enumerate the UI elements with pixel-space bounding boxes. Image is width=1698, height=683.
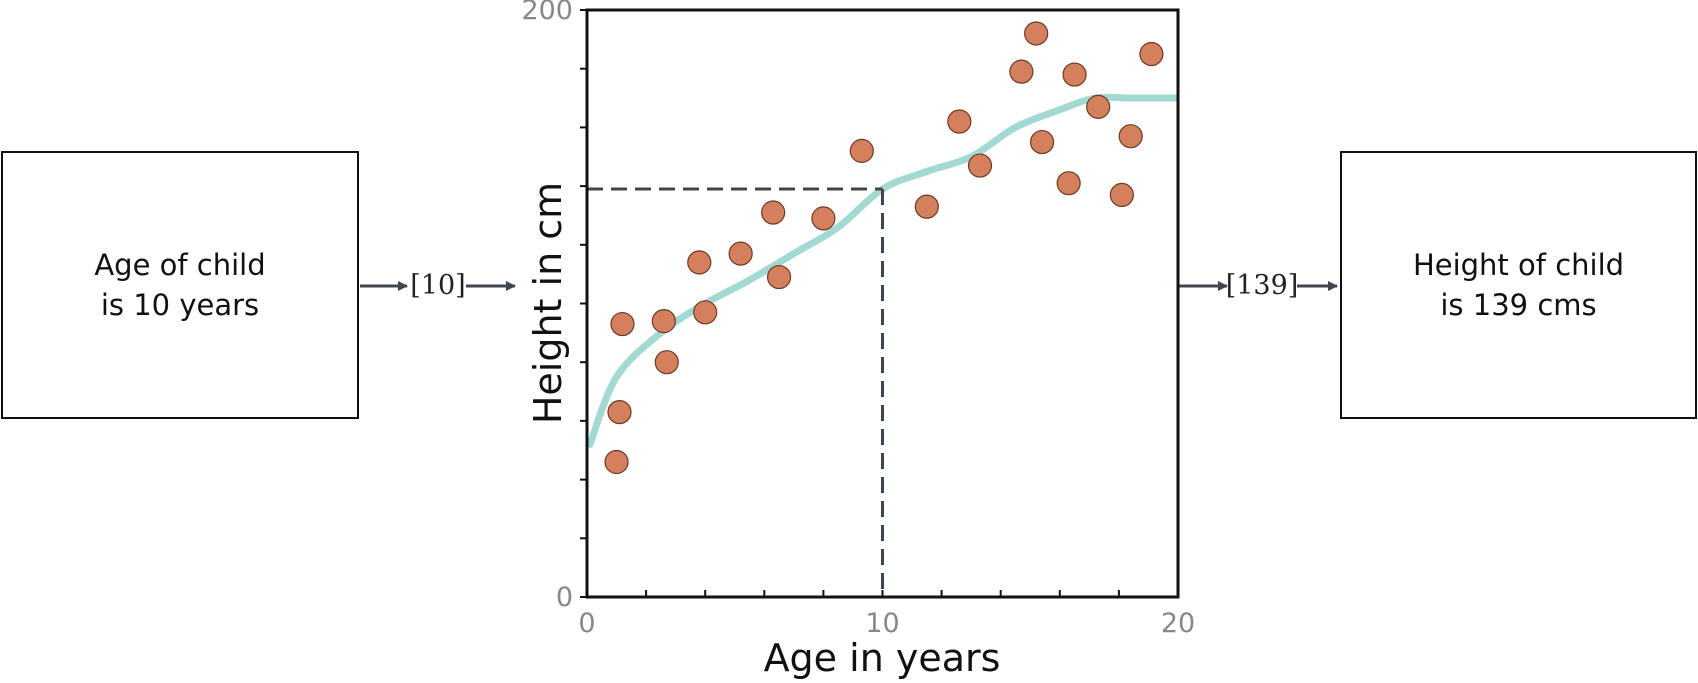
data-point [967,153,993,178]
data-point [728,241,753,266]
output-vector: [139] [1226,270,1299,301]
plot-frame [585,8,1180,599]
data-point [1009,59,1034,84]
data-point [1109,182,1134,208]
output-box: Height of child is 139 cms [1340,151,1697,419]
y-axis-title: Height in cm [526,182,570,424]
output-text-line1: Height of child [1412,248,1625,282]
input-text-line1: Age of child [94,248,266,282]
data-point [687,250,712,275]
data-point [1029,129,1055,155]
x-tick-label: 10 [865,608,899,639]
data-point [1086,94,1111,119]
y-tick-label: 200 [521,0,573,26]
data-point [607,399,632,425]
data-point [947,109,972,134]
x-tick-label: 20 [1161,608,1195,639]
input-box: Age of child is 10 years [1,151,359,419]
input-vector: [10] [410,270,465,301]
data-point [849,138,874,163]
data-point [1062,62,1087,87]
data-point [761,200,786,225]
x-axis-title: Age in years [764,636,1001,680]
data-point [1024,21,1049,46]
data-point [654,350,679,375]
data-point [604,449,629,475]
y-tick-label: 0 [556,582,573,613]
data-point [693,300,718,325]
data-point [610,311,635,337]
data-point [1118,124,1143,149]
data-point [811,206,836,231]
data-point [914,194,939,219]
input-text-line2: is 10 years [100,288,260,322]
output-text-line2: is 139 cms [1440,288,1597,322]
data-point [766,264,792,290]
data-point [651,309,676,334]
plot-marks [587,21,1178,597]
data-point [1139,41,1164,67]
data-point [1056,171,1081,196]
x-tick-label: 0 [578,608,595,639]
